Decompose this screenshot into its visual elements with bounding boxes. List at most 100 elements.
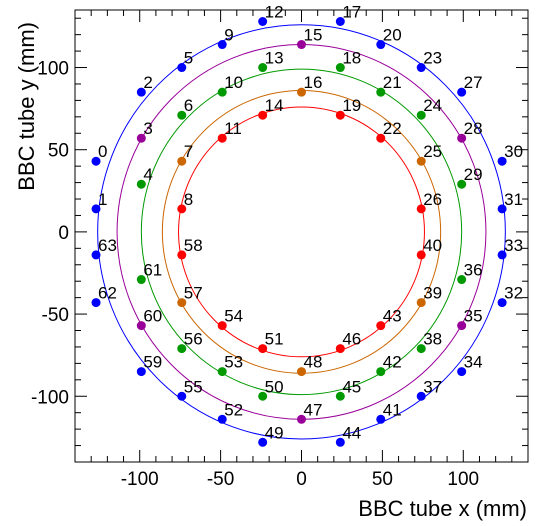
tube-label: 58 [184, 236, 203, 255]
tube-label: 29 [464, 165, 483, 184]
tube-label: 12 [265, 3, 284, 22]
tube-marker [497, 298, 507, 308]
tube-label: 54 [224, 307, 243, 326]
tube-label: 49 [265, 423, 284, 442]
tube-marker [258, 63, 268, 73]
tube-marker [258, 110, 268, 120]
tube-marker [136, 367, 146, 377]
tube-label: 57 [184, 284, 203, 303]
tube-label: 50 [265, 377, 284, 396]
x-axis-title: BBC tube x (mm) [358, 496, 527, 521]
tube-label: 27 [464, 73, 483, 92]
y-tick-label: -50 [42, 305, 69, 326]
tube-marker [217, 367, 227, 377]
tube-marker [258, 344, 268, 354]
tube-label: 33 [504, 236, 523, 255]
tube-marker [297, 40, 306, 50]
tube-label: 60 [143, 307, 162, 326]
tube-label: 21 [383, 73, 402, 92]
tube-label: 25 [423, 142, 442, 161]
tube-marker [136, 321, 146, 331]
tube-marker [136, 179, 146, 189]
tube-marker [91, 298, 101, 308]
tube-marker [457, 87, 467, 97]
tube-label: 8 [184, 190, 193, 209]
tube-marker [136, 87, 146, 97]
tube-label: 45 [342, 377, 361, 396]
tube-marker [416, 110, 426, 120]
tube-marker [297, 367, 306, 377]
tube-marker [217, 321, 227, 331]
tube-marker [258, 17, 268, 27]
y-axis-title: BBC tube y (mm) [14, 22, 39, 191]
tube-marker [91, 204, 101, 214]
tube-label: 1 [98, 190, 107, 209]
tube-marker [457, 275, 467, 285]
tube-label: 53 [224, 353, 243, 372]
tube-marker [177, 63, 187, 73]
y-tick-label: 0 [58, 223, 69, 244]
tube-marker [136, 133, 146, 143]
tube-marker [416, 156, 426, 166]
tube-marker [497, 250, 507, 260]
tube-label: 2 [143, 73, 152, 92]
tube-marker [457, 133, 467, 143]
tube-marker [177, 204, 187, 214]
tube-label: 32 [504, 284, 523, 303]
tube-label: 38 [423, 330, 442, 349]
ring-circle [178, 106, 425, 358]
tube-marker [258, 437, 268, 447]
tube-label: 62 [98, 284, 117, 303]
tube-marker [217, 87, 227, 97]
tube-label: 48 [304, 353, 323, 372]
tube-marker [497, 204, 507, 214]
tube-label: 52 [224, 400, 243, 419]
tube-label: 55 [184, 377, 203, 396]
tube-marker [416, 204, 426, 214]
tube-label: 28 [464, 119, 483, 138]
tube-label: 3 [143, 119, 152, 138]
tube-label: 5 [184, 49, 193, 68]
tube-marker [335, 391, 345, 401]
tube-marker [497, 156, 507, 166]
tube-marker [177, 156, 187, 166]
tube-label: 9 [224, 26, 233, 45]
x-tick-label: 100 [447, 469, 479, 490]
tube-marker [217, 414, 227, 424]
tube-label: 46 [342, 330, 361, 349]
tube-marker [177, 298, 187, 308]
tube-marker [376, 321, 386, 331]
tube-label: 18 [342, 49, 361, 68]
tube-label: 17 [342, 3, 361, 22]
tube-marker [297, 414, 306, 424]
tube-label: 11 [224, 119, 242, 138]
tube-marker [217, 40, 227, 50]
tube-label: 14 [265, 96, 284, 115]
tube-marker [91, 156, 101, 166]
tube-label: 13 [265, 49, 284, 68]
tube-label: 40 [423, 236, 442, 255]
x-tick-label: -50 [207, 469, 234, 490]
tube-marker [416, 391, 426, 401]
tube-marker [376, 40, 386, 50]
y-tick-label: -100 [31, 387, 69, 408]
tube-label: 10 [224, 73, 243, 92]
tube-label: 30 [504, 142, 523, 161]
tube-label: 37 [423, 377, 442, 396]
tube-label: 22 [383, 119, 402, 138]
tube-marker [335, 63, 345, 73]
tube-marker [376, 87, 386, 97]
tube-label: 47 [304, 400, 323, 419]
tube-label: 7 [184, 142, 193, 161]
tube-label: 42 [383, 353, 402, 372]
tube-label: 59 [143, 353, 162, 372]
x-tick-label: 0 [296, 469, 307, 490]
tube-marker [416, 344, 426, 354]
tube-marker [258, 391, 268, 401]
tube-label: 34 [464, 353, 483, 372]
tube-label: 0 [98, 142, 107, 161]
tube-markers [91, 17, 507, 447]
tube-label: 20 [383, 26, 402, 45]
y-tick-label: 50 [48, 141, 69, 162]
